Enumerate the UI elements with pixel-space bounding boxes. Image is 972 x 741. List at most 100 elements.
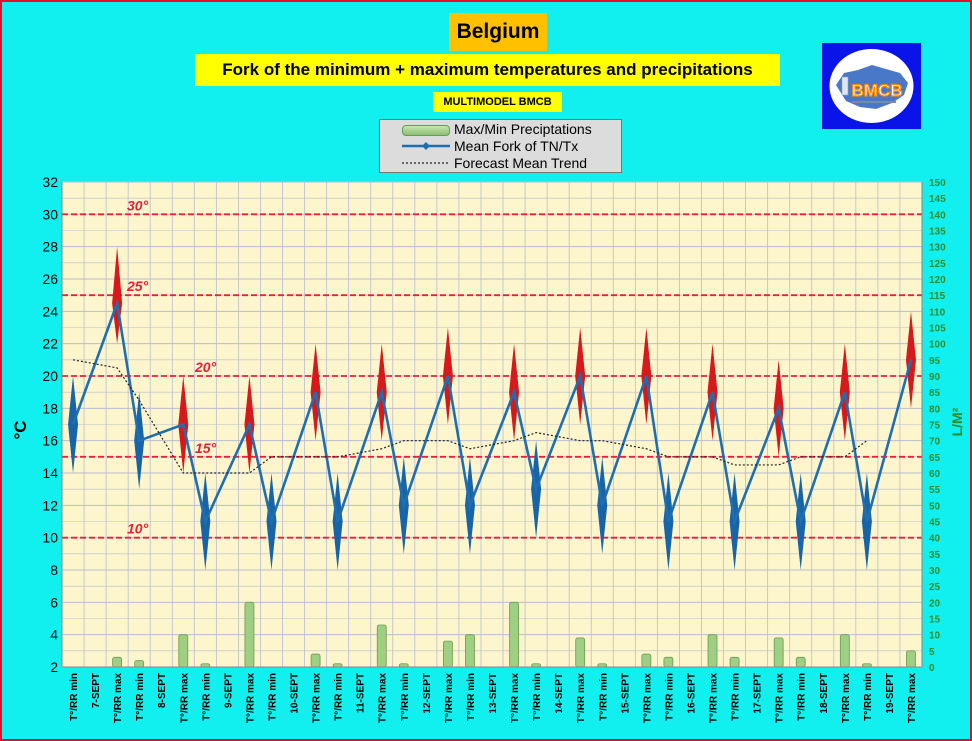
axes: 2468101214161820222426283032051015202530… — [42, 174, 946, 675]
precip-bar — [465, 634, 475, 668]
x-tick-label: T°/RR max — [312, 673, 323, 724]
x-tick-label: T°/RR max — [510, 673, 521, 724]
x-tick-label: T°/RR min — [598, 673, 609, 721]
x-tick-label: T°/RR min — [135, 673, 146, 721]
y-axis-title: °C — [11, 420, 30, 439]
y2-tick-label: 80 — [929, 404, 941, 415]
y-tick-label: 20 — [42, 368, 58, 384]
legend-trend-label: Forecast Mean Trend — [454, 155, 588, 171]
y-tick-label: 2 — [50, 659, 58, 675]
y2-tick-label: 10 — [929, 631, 941, 642]
precip-bar — [707, 634, 718, 668]
precip-bar — [442, 640, 453, 668]
x-tick-label: T°/RR max — [642, 673, 653, 724]
legend-trend-swatch — [402, 162, 450, 164]
chart-subtitle: Fork of the minimum + maximum temperatur… — [195, 54, 780, 86]
logo-graphic: BMCB — [829, 49, 914, 123]
y-tick-label: 32 — [42, 174, 58, 190]
x-tick-label: 16-SEPT — [686, 673, 697, 714]
x-tick-label: 18-SEPT — [819, 673, 830, 714]
x-tick-label: T°/RR min — [69, 673, 80, 721]
legend-precip-label: Max/Min Preciptations — [454, 121, 592, 137]
y-tick-label: 8 — [50, 562, 58, 578]
y2-tick-label: 15 — [929, 615, 941, 626]
y2-tick-label: 135 — [929, 227, 946, 238]
y2-tick-label: 20 — [929, 598, 941, 609]
y2-tick-label: 130 — [929, 243, 946, 254]
y2-tick-label: 75 — [929, 421, 941, 432]
y2-tick-label: 30 — [929, 566, 941, 577]
x-tick-label: T°/RR min — [863, 673, 874, 721]
x-tick-label: T°/RR min — [267, 673, 278, 721]
y2-tick-label: 45 — [929, 518, 941, 529]
y2-tick-label: 120 — [929, 275, 946, 286]
y2-tick-label: 140 — [929, 210, 946, 221]
x-axis-labels: T°/RR min 7-SEPT T°/RR max T°/RR min 8-SEPT T… — [69, 673, 918, 724]
x-tick-label: 10-SEPT — [290, 673, 301, 714]
x-tick-label: T°/RR max — [113, 673, 124, 724]
precip-bar — [112, 656, 123, 668]
y-tick-label: 28 — [42, 239, 58, 255]
y2-tick-label: 105 — [929, 324, 946, 335]
y2-tick-label: 95 — [929, 356, 941, 367]
x-tick-label: T°/RR min — [466, 673, 477, 721]
y-tick-label: 22 — [42, 336, 58, 352]
legend: Max/Min Preciptations Mean Fork of TN/Tx… — [379, 119, 622, 173]
legend-mean-swatch — [402, 142, 450, 150]
y2-tick-label: 5 — [929, 647, 935, 658]
precip-bar — [663, 656, 674, 668]
y2-tick-label: 60 — [929, 469, 941, 480]
y2-tick-label: 90 — [929, 372, 941, 383]
x-tick-label: T°/RR min — [731, 673, 742, 721]
precip-bar — [839, 634, 850, 668]
x-tick-label: T°/RR max — [709, 673, 720, 724]
x-tick-label: T°/RR min — [201, 673, 212, 721]
precip-bar — [244, 601, 255, 668]
model-label: MULTIMODEL BMCB — [433, 92, 562, 112]
y-tick-label: 6 — [50, 594, 58, 610]
ref-label: 25° — [126, 278, 149, 294]
y2-tick-label: 35 — [929, 550, 941, 561]
ref-label: 15° — [195, 440, 217, 456]
y2-tick-label: 145 — [929, 194, 946, 205]
legend-item-trend: Forecast Mean Trend — [380, 155, 621, 172]
precip-bar — [773, 637, 784, 668]
legend-item-mean: Mean Fork of TN/Tx — [380, 138, 621, 155]
y-tick-label: 24 — [42, 303, 58, 319]
y2-tick-label: 50 — [929, 501, 941, 512]
x-tick-label: T°/RR max — [841, 673, 852, 724]
x-tick-label: T°/RR min — [334, 673, 345, 721]
x-tick-label: T°/RR max — [444, 673, 455, 724]
precip-bar — [310, 653, 321, 668]
logo-text: BMCB — [852, 81, 903, 100]
x-tick-label: 9-SEPT — [223, 673, 234, 708]
ref-label: 30° — [127, 197, 149, 213]
bmcb-logo: BMCB — [822, 43, 921, 129]
x-tick-label: T°/RR max — [179, 673, 190, 724]
y-tick-label: 10 — [42, 530, 58, 546]
x-tick-label: T°/RR min — [664, 673, 675, 721]
y2-tick-label: 150 — [929, 178, 946, 189]
y2-tick-label: 125 — [929, 259, 946, 270]
x-tick-label: 14-SEPT — [554, 673, 565, 714]
y-tick-label: 30 — [42, 206, 58, 222]
legend-mean-label: Mean Fork of TN/Tx — [454, 138, 579, 154]
precip-bar — [134, 660, 145, 668]
precip-bar — [795, 656, 806, 668]
forecast-trend-line — [72, 359, 868, 474]
precip-bar — [641, 653, 652, 668]
y2-tick-label: 25 — [929, 582, 941, 593]
x-tick-label: T°/RR max — [576, 673, 587, 724]
y-tick-label: 26 — [42, 271, 58, 287]
x-tick-label: 11-SEPT — [356, 673, 367, 713]
y-tick-label: 12 — [42, 497, 58, 513]
ref-label: 10° — [127, 521, 149, 537]
precip-bar — [906, 650, 916, 668]
x-tick-label: T°/RR max — [378, 673, 389, 724]
x-tick-label: 12-SEPT — [422, 673, 433, 714]
y2-tick-label: 110 — [929, 307, 946, 318]
y-tick-label: 16 — [42, 433, 58, 449]
x-tick-label: T°/RR max — [775, 673, 786, 724]
y2-axis-title: L/M² — [949, 407, 965, 436]
